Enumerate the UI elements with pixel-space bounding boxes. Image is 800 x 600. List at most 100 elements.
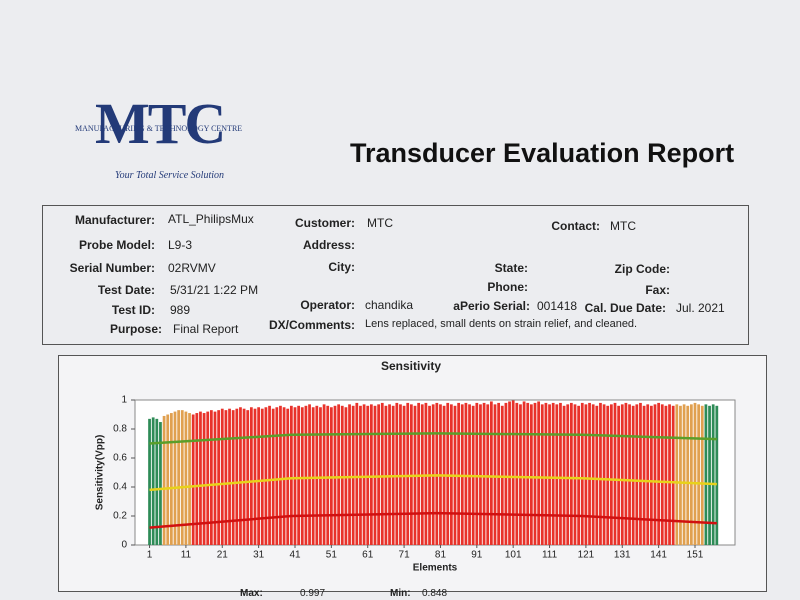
field-label: Serial Number: bbox=[69, 261, 155, 275]
bar bbox=[646, 404, 650, 545]
bar bbox=[595, 405, 599, 545]
bar bbox=[177, 410, 181, 545]
bar bbox=[555, 404, 559, 545]
bar bbox=[671, 405, 675, 545]
bar bbox=[700, 405, 704, 545]
bar bbox=[649, 405, 653, 545]
x-tick-label: 91 bbox=[471, 550, 483, 561]
bar bbox=[704, 404, 708, 545]
logo: MTC bbox=[95, 91, 226, 156]
field-value: L9-3 bbox=[168, 238, 193, 252]
field-label: Customer: bbox=[294, 216, 355, 230]
field-value: ATL_PhilipsMux bbox=[168, 212, 254, 226]
bar bbox=[264, 407, 268, 545]
field-value: chandika bbox=[365, 298, 414, 312]
bar bbox=[635, 404, 639, 545]
x-tick-label: 71 bbox=[399, 550, 411, 561]
y-tick-label: 0 bbox=[121, 540, 127, 551]
bar bbox=[486, 404, 490, 545]
x-axis-label: Elements bbox=[413, 563, 458, 574]
bar bbox=[351, 405, 355, 545]
field-label: Phone: bbox=[487, 280, 528, 294]
bar bbox=[497, 402, 501, 545]
company: MANUFACTURING & TECHNOLOGY CENTRE bbox=[75, 124, 243, 133]
y-tick-label: 0.2 bbox=[113, 511, 127, 522]
bar bbox=[515, 402, 519, 545]
bar bbox=[206, 411, 210, 545]
bar bbox=[682, 404, 686, 545]
bar bbox=[577, 405, 581, 545]
field-label: City: bbox=[328, 260, 355, 274]
bar bbox=[639, 402, 642, 545]
bar bbox=[340, 405, 344, 545]
bar bbox=[369, 404, 373, 545]
bar bbox=[377, 404, 381, 545]
field-label: Manufacturer: bbox=[74, 213, 155, 227]
bar bbox=[493, 404, 497, 545]
bar bbox=[500, 405, 504, 545]
field-value: MTC bbox=[610, 219, 636, 233]
bar bbox=[213, 411, 217, 545]
x-tick-label: 101 bbox=[505, 550, 522, 561]
bar bbox=[559, 402, 562, 545]
field-label: Fax: bbox=[645, 283, 670, 297]
bar bbox=[573, 404, 577, 545]
bar bbox=[599, 402, 602, 545]
bar bbox=[613, 402, 617, 545]
bar bbox=[359, 405, 362, 545]
bar bbox=[580, 402, 584, 545]
x-tick-label: 131 bbox=[614, 550, 631, 561]
x-tick-label: 51 bbox=[326, 550, 338, 561]
bar bbox=[155, 418, 159, 545]
bar bbox=[660, 404, 664, 545]
bar bbox=[224, 410, 228, 545]
bar bbox=[399, 404, 402, 545]
bar bbox=[166, 414, 170, 545]
bar bbox=[220, 408, 224, 545]
bar bbox=[653, 404, 657, 545]
x-tick-label: 21 bbox=[217, 550, 229, 561]
y-axis-label: Sensitivity(Vpp) bbox=[95, 435, 106, 511]
bar bbox=[253, 408, 257, 545]
bar bbox=[169, 413, 173, 545]
bar bbox=[380, 402, 384, 545]
bar bbox=[591, 404, 595, 545]
bar bbox=[173, 411, 177, 545]
bar bbox=[159, 422, 162, 545]
bar bbox=[668, 404, 671, 545]
bar bbox=[511, 400, 515, 545]
bar bbox=[642, 405, 646, 545]
bar bbox=[697, 404, 701, 545]
bar bbox=[537, 401, 541, 545]
bar bbox=[209, 410, 213, 545]
field-label: Test ID: bbox=[111, 303, 155, 317]
y-tick-label: 0.4 bbox=[113, 482, 127, 493]
bar bbox=[395, 402, 399, 545]
bar bbox=[326, 405, 330, 545]
bar bbox=[628, 404, 631, 545]
y-tick-label: 0.6 bbox=[113, 453, 127, 464]
bar bbox=[675, 404, 679, 545]
x-tick-label: 61 bbox=[362, 550, 374, 561]
bar bbox=[566, 404, 570, 545]
bar bbox=[689, 404, 693, 545]
bar bbox=[620, 404, 624, 545]
bar bbox=[457, 402, 461, 545]
field-value: Jul. 2021 bbox=[676, 301, 725, 315]
bar bbox=[715, 405, 719, 545]
bar bbox=[148, 418, 151, 545]
bar bbox=[315, 405, 319, 545]
bar bbox=[544, 402, 548, 545]
bar bbox=[311, 407, 315, 545]
field-value: 5/31/21 1:22 PM bbox=[170, 283, 259, 297]
threshold-line bbox=[149, 474, 717, 492]
x-tick-label: 31 bbox=[253, 550, 265, 561]
info-box bbox=[42, 205, 749, 345]
bar bbox=[584, 404, 588, 545]
bar bbox=[275, 407, 279, 545]
bar bbox=[664, 405, 668, 545]
bar bbox=[519, 404, 522, 545]
field-label: Contact: bbox=[551, 219, 600, 233]
field-label: DX/Comments: bbox=[268, 318, 355, 332]
